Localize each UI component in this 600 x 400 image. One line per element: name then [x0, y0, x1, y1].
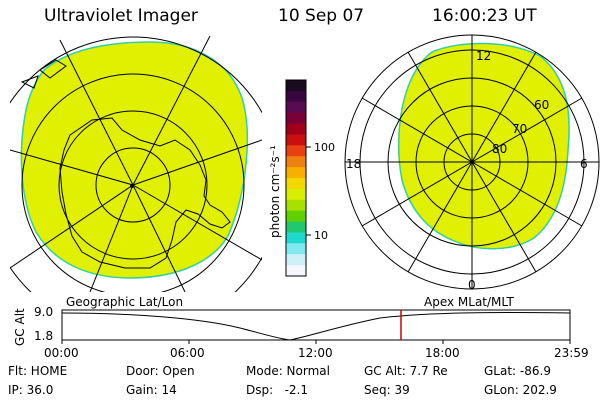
xtick-1: 06:00: [170, 346, 205, 360]
info-mode: Mode: Normal: [246, 364, 330, 378]
info-gain: Gain: 14: [126, 383, 177, 397]
mlt-label-18: 18: [346, 157, 361, 171]
info-glat: GLat: -86.9: [484, 364, 551, 378]
colorbar-swatch: [286, 254, 306, 266]
magnetic-map: 80 70 60 12 18 6 0: [344, 34, 600, 292]
colorbar-tick-high: 100: [314, 141, 335, 154]
uv-image-left: [20, 41, 249, 279]
info-ip: IP: 36.0: [8, 383, 54, 397]
colorbar-swatch: [286, 156, 306, 168]
info-door: Door: Open: [126, 364, 195, 378]
left-map-label: Geographic Lat/Lon: [66, 295, 183, 309]
mlt-label-0: 0: [468, 278, 476, 292]
mlt-labels: 12 18 6 0: [346, 49, 588, 292]
colorbar-tick-low: 10: [314, 229, 328, 242]
info-flt: Flt: HOME: [8, 364, 68, 378]
colorbar-swatch: [286, 210, 306, 223]
info-dsp: Dsp: -2.1: [246, 383, 309, 397]
altitude-curve: [61, 312, 571, 341]
color-bar: [286, 80, 306, 277]
mlt-label-12: 12: [476, 49, 491, 63]
mlat-label-60: 60: [534, 98, 549, 112]
mlat-labels: 80 70 60: [492, 98, 549, 156]
colorbar-swatch: [286, 221, 306, 234]
colorbar-swatch: [286, 178, 306, 190]
colorbar-swatch: [286, 232, 306, 244]
colorbar-swatch: [286, 112, 306, 125]
mlt-meridians: [345, 35, 599, 289]
mlat-label-70: 70: [512, 122, 527, 136]
xtick-4: 23:59: [554, 346, 589, 360]
mlat-label-80: 80: [492, 142, 507, 156]
xtick-labels: 00:00 06:00 12:00 18:00 23:59: [44, 346, 589, 360]
time-label: 16:00:23 UT: [432, 6, 537, 26]
colorbar-swatch: [286, 199, 306, 212]
info-glon: GLon: 202.9: [484, 383, 557, 397]
colorbar-swatch: [286, 123, 306, 136]
info-gc-alt: GC Alt: 7.7 Re: [364, 364, 448, 378]
lat-circles: [10, 36, 262, 292]
xtick-3: 18:00: [425, 346, 460, 360]
xtick-0: 00:00: [44, 346, 79, 360]
colorbar-swatch: [286, 101, 306, 114]
altitude-plot: 9.0 1.8 GC Alt 00:00 06:00 12:00 18:00 2…: [13, 305, 589, 360]
colorbar-swatch: [286, 80, 306, 92]
colorbar-swatch: [286, 90, 306, 103]
info-seq: Seq: 39: [364, 383, 410, 397]
instrument-title: Ultraviolet Imager: [44, 6, 198, 26]
colorbar-swatch: [286, 145, 306, 157]
colorbar-units: photon cm⁻²s⁻¹: [268, 145, 282, 238]
x-ticks: [61, 340, 571, 344]
pole-marker: [130, 184, 134, 188]
geographic-map: [10, 35, 262, 292]
ytick-bottom: 1.8: [34, 329, 53, 343]
antarctica-coastline: [59, 117, 231, 269]
uv-image-right: [397, 42, 570, 250]
meridians: [10, 35, 262, 292]
colorbar-swatch: [286, 188, 306, 201]
colorbar-swatch: [286, 265, 306, 277]
ytick-top: 9.0: [34, 305, 53, 319]
date-label: 10 Sep 07: [278, 6, 365, 26]
colorbar-swatch: [286, 243, 306, 255]
colorbar-ticks: [306, 146, 311, 236]
colorbar-swatch: [286, 134, 306, 146]
ylabel: GC Alt: [13, 308, 27, 346]
right-map-label: Apex MLat/MLT: [424, 295, 514, 309]
colorbar-swatch: [286, 167, 306, 179]
mlt-label-6: 6: [580, 157, 588, 171]
xtick-2: 12:00: [298, 346, 333, 360]
